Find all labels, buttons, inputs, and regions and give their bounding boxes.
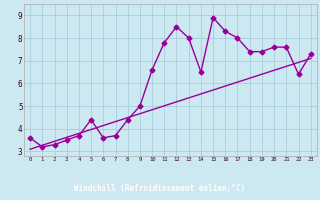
Text: Windchill (Refroidissement éolien,°C): Windchill (Refroidissement éolien,°C) bbox=[75, 184, 245, 193]
